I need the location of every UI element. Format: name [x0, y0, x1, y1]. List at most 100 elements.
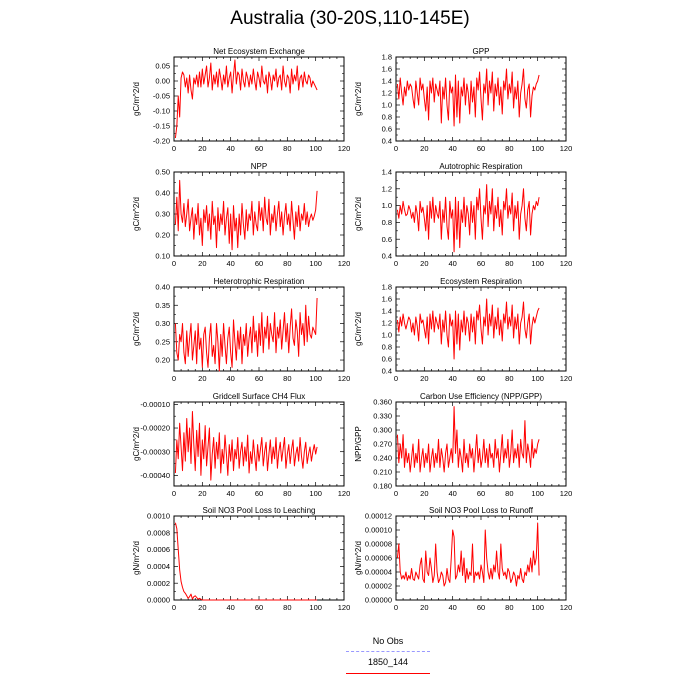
y-tick-label: 0.270	[373, 440, 392, 449]
plot-frame	[173, 515, 345, 601]
y-axis-label: gN/m^2/d	[354, 541, 363, 575]
x-tick-label: 100	[531, 259, 544, 268]
y-tick-label: 0.8	[382, 218, 392, 227]
x-tick-label: 100	[531, 374, 544, 383]
y-tick-label: 0.0002	[147, 579, 170, 588]
x-tick-label: 0	[172, 259, 176, 268]
y-tick-label: 0.00006	[365, 554, 392, 563]
panel-title: Carbon Use Efficiency (NPP/GPP)	[420, 392, 542, 401]
x-tick-label: 60	[477, 374, 485, 383]
y-tick-label: 1.6	[382, 65, 392, 74]
y-axis-label: gC/m^2/d	[354, 82, 363, 116]
x-tick-label: 20	[198, 489, 206, 498]
y-tick-label: 1.0	[382, 101, 392, 110]
y-tick-label: 1.0	[382, 201, 392, 210]
chart-panel-5: Heterotrophic Respiration gC/m^2/d 0 20 40 60…	[132, 277, 350, 383]
x-tick-label: 80	[505, 374, 513, 383]
x-tick-label: 80	[283, 144, 291, 153]
y-axis-label: gC/m^2/d	[132, 427, 141, 461]
y-tick-label: 0.25	[155, 337, 170, 346]
x-tick-label: 60	[255, 259, 263, 268]
y-tick-label: 0.00008	[365, 540, 392, 549]
x-tick-label: 60	[255, 374, 263, 383]
y-tick-label: 1.2	[382, 89, 392, 98]
x-tick-label: 120	[560, 374, 573, 383]
chart-panel-9: Soil NO3 Pool Loss to Leaching gN/m^2/d 0 2…	[132, 506, 350, 612]
x-tick-label: 0	[172, 603, 176, 612]
y-tick-label: -0.00020	[140, 424, 170, 433]
y-tick-label: 0.00004	[365, 568, 392, 577]
y-tick-label: 0.10	[155, 252, 170, 261]
series-line-1	[396, 522, 540, 587]
y-tick-label: 0.00012	[365, 512, 392, 521]
chart-panel-8: Carbon Use Efficiency (NPP/GPP) NPP/GPP 0 2…	[354, 392, 572, 498]
series-line-1	[174, 59, 318, 139]
x-tick-label: 20	[420, 259, 428, 268]
x-tick-label: 20	[420, 489, 428, 498]
series-line-1	[174, 410, 318, 481]
y-tick-label: 0.180	[373, 482, 392, 491]
x-tick-label: 80	[505, 144, 513, 153]
x-tick-label: 100	[531, 489, 544, 498]
y-tick-label: 0.00	[155, 77, 170, 86]
x-tick-label: 60	[477, 489, 485, 498]
x-tick-label: 80	[283, 603, 291, 612]
y-axis-label: gC/m^2/d	[132, 197, 141, 231]
x-tick-label: 40	[226, 374, 234, 383]
x-tick-label: 120	[560, 489, 573, 498]
x-tick-label: 60	[477, 259, 485, 268]
y-tick-label: 0.240	[373, 454, 392, 463]
y-tick-label: 0.8	[382, 113, 392, 122]
series-line-1	[396, 184, 540, 253]
x-tick-label: 100	[309, 259, 322, 268]
y-axis-label: gC/m^2/d	[354, 197, 363, 231]
x-tick-label: 60	[477, 603, 485, 612]
x-tick-label: 0	[394, 259, 398, 268]
y-tick-label: 0.6	[382, 355, 392, 364]
panel-title: NPP	[251, 162, 267, 171]
x-tick-label: 0	[394, 374, 398, 383]
x-tick-label: 120	[560, 603, 573, 612]
plot-frame	[173, 171, 345, 257]
x-tick-label: 0	[394, 144, 398, 153]
x-tick-label: 0	[394, 489, 398, 498]
panel-title: Net Ecosystem Exchange	[213, 47, 305, 56]
panel-title: Gridcell Surface CH4 Flux	[213, 392, 305, 401]
series-line-1	[396, 68, 540, 127]
y-tick-label: 1.8	[382, 53, 392, 62]
x-tick-label: 80	[283, 374, 291, 383]
x-tick-label: 100	[531, 603, 544, 612]
plot-frame	[395, 401, 567, 487]
x-tick-label: 20	[420, 374, 428, 383]
y-tick-label: 0.6	[382, 235, 392, 244]
x-tick-label: 20	[198, 259, 206, 268]
x-tick-label: 100	[309, 489, 322, 498]
y-tick-label: 0.20	[155, 231, 170, 240]
x-tick-label: 60	[255, 144, 263, 153]
legend-line-1850-144	[346, 673, 430, 674]
y-tick-label: -0.15	[153, 122, 170, 131]
panel-title: Soil NO3 Pool Loss to Runoff	[429, 506, 534, 515]
x-tick-label: 40	[226, 144, 234, 153]
y-axis-label: gC/m^2/d	[132, 82, 141, 116]
y-tick-label: -0.05	[153, 92, 170, 101]
x-tick-label: 80	[283, 489, 291, 498]
y-tick-label: 0.40	[155, 283, 170, 292]
x-tick-label: 40	[448, 603, 456, 612]
y-tick-label: 0.0006	[147, 545, 170, 554]
y-tick-label: 0.35	[155, 301, 170, 310]
x-tick-label: 20	[420, 144, 428, 153]
y-tick-label: 0.4	[382, 137, 392, 146]
y-axis-label: NPP/GPP	[354, 426, 363, 462]
plot-frame	[173, 401, 345, 487]
y-tick-label: 0.330	[373, 412, 392, 421]
x-tick-label: 120	[560, 259, 573, 268]
chart-panel-2: GPP gC/m^2/d 0 20 40 60 80 100 120 0.4 0.6 0.8 1.0 1.…	[354, 47, 572, 153]
y-tick-label: 0.6	[382, 125, 392, 134]
y-tick-label: 0.0004	[147, 562, 170, 571]
y-tick-label: 1.8	[382, 283, 392, 292]
y-tick-label: 0.05	[155, 62, 170, 71]
y-tick-label: 0.00002	[365, 582, 392, 591]
y-tick-label: 1.2	[382, 184, 392, 193]
